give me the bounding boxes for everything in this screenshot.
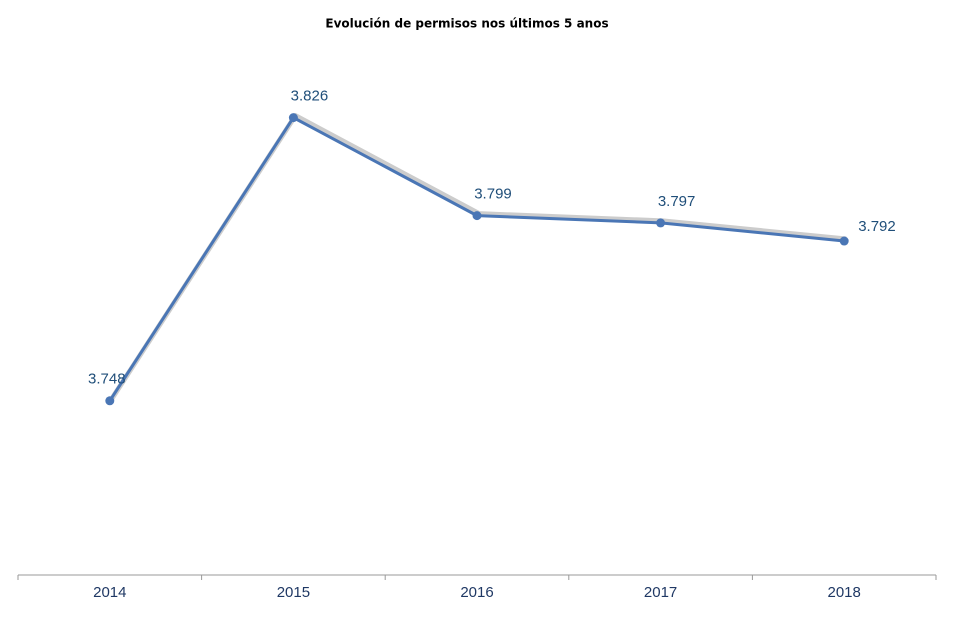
x-tick-label: 2015 — [277, 584, 310, 601]
x-tick-label: 2016 — [460, 584, 493, 601]
x-tick-label: 2014 — [93, 584, 126, 601]
x-tick-label: 2017 — [644, 584, 677, 601]
point — [472, 211, 482, 221]
value-label: 3.797 — [658, 193, 696, 210]
value-label: 3.748 — [88, 371, 126, 388]
chart-title: Evolución de permisos nos últimos 5 anos — [325, 17, 608, 31]
value-label: 3.826 — [291, 88, 329, 105]
value-label: 3.799 — [474, 186, 512, 203]
point — [288, 113, 298, 123]
point — [656, 218, 666, 228]
point — [105, 396, 115, 406]
point — [839, 236, 849, 246]
x-tick-label: 2018 — [828, 584, 861, 601]
line-shadow — [109, 113, 847, 401]
value-label: 3.792 — [858, 218, 896, 235]
line — [108, 116, 845, 402]
